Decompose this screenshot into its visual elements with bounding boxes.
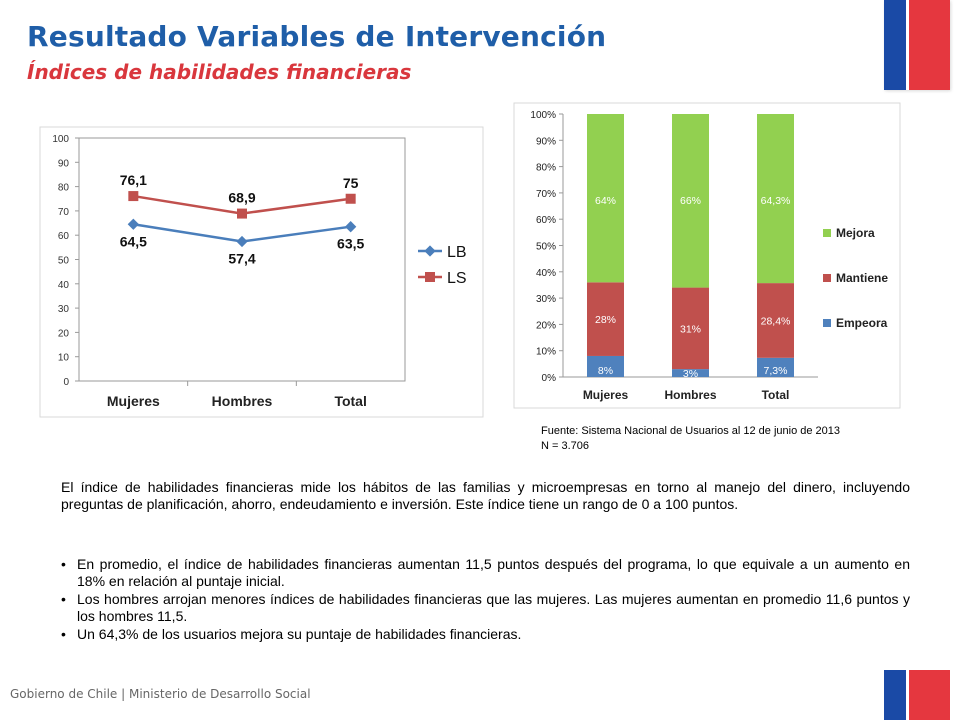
bar-segment-mejora bbox=[587, 114, 624, 283]
data-point-lb bbox=[236, 235, 248, 248]
y-tick-label: 20 bbox=[58, 328, 70, 339]
x-category-label: Total bbox=[762, 388, 790, 402]
legend-label: LS bbox=[447, 270, 467, 287]
description-paragraph: El índice de habilidades financieras mid… bbox=[61, 479, 910, 512]
x-category-label: Mujeres bbox=[107, 393, 160, 409]
data-label-mantiene: 28,4% bbox=[761, 315, 791, 327]
legend-marker-mantiene bbox=[823, 274, 831, 282]
data-label-ls: 75 bbox=[343, 175, 359, 191]
y-tick-label: 60 bbox=[58, 231, 70, 242]
data-label-ls: 68,9 bbox=[228, 190, 255, 206]
x-category-label: Total bbox=[334, 393, 366, 409]
y-tick-label: 50% bbox=[536, 242, 556, 253]
chart-source-note: Fuente: Sistema Nacional de Usuarios al … bbox=[541, 424, 840, 454]
legend-marker-mejora bbox=[823, 229, 831, 237]
page-subtitle: Índices de habilidades financieras bbox=[27, 60, 412, 84]
bar-segment-empeora bbox=[672, 369, 709, 377]
data-point-lb bbox=[345, 221, 357, 233]
y-tick-label: 10 bbox=[58, 353, 70, 364]
y-tick-label: 100 bbox=[52, 134, 69, 145]
data-label-lb: 63,5 bbox=[337, 236, 364, 252]
y-tick-label: 60% bbox=[536, 215, 556, 226]
data-label-mantiene: 28% bbox=[595, 314, 616, 326]
finding-item: Un 64,3% de los usuarios mejora su punta… bbox=[61, 626, 910, 643]
y-tick-label: 70% bbox=[536, 189, 556, 200]
data-label-ls: 76,1 bbox=[120, 172, 147, 188]
sample-size: N = 3.706 bbox=[541, 440, 590, 452]
y-tick-label: 0% bbox=[542, 373, 557, 384]
finding-item: En promedio, el índice de habilidades fi… bbox=[61, 556, 910, 590]
data-label-mejora: 64,3% bbox=[761, 195, 791, 207]
y-tick-label: 100% bbox=[530, 110, 556, 121]
x-category-label: Hombres bbox=[212, 393, 273, 409]
data-label-empeora: 3% bbox=[683, 368, 698, 380]
y-tick-label: 40 bbox=[58, 280, 70, 291]
source-line: Fuente: Sistema Nacional de Usuarios al … bbox=[541, 425, 841, 437]
legend-marker-lb bbox=[424, 245, 436, 257]
y-tick-label: 30 bbox=[58, 304, 70, 315]
finding-item: Los hombres arrojan menores índices de h… bbox=[61, 591, 910, 625]
y-tick-label: 0 bbox=[63, 377, 69, 388]
findings-list: En promedio, el índice de habilidades fi… bbox=[61, 556, 910, 644]
data-point-ls bbox=[237, 208, 247, 219]
footer-text: Gobierno de Chile | Ministerio de Desarr… bbox=[10, 687, 311, 701]
data-label-empeora: 7,3% bbox=[764, 365, 788, 377]
y-tick-label: 90 bbox=[58, 158, 70, 169]
y-tick-label: 20% bbox=[536, 320, 556, 331]
data-label-mejora: 64% bbox=[595, 195, 616, 207]
data-label-empeora: 8% bbox=[598, 365, 613, 377]
y-tick-label: 40% bbox=[536, 268, 556, 279]
data-label-lb: 57,4 bbox=[228, 251, 255, 267]
y-tick-label: 70 bbox=[58, 207, 70, 218]
y-tick-label: 50 bbox=[58, 256, 70, 267]
bar-segment-mantiene bbox=[672, 287, 709, 370]
chile-flag-logo-top bbox=[884, 0, 950, 90]
data-point-lb bbox=[127, 218, 139, 230]
legend-label: Mantiene bbox=[836, 271, 888, 285]
x-category-label: Hombres bbox=[664, 388, 716, 402]
page-title: Resultado Variables de Intervención bbox=[27, 20, 607, 53]
bar-segment-empeora bbox=[757, 357, 794, 377]
chile-flag-logo-bottom bbox=[884, 670, 950, 720]
y-tick-label: 80 bbox=[58, 183, 70, 194]
line-chart-frame bbox=[39, 126, 484, 418]
x-category-label: Mujeres bbox=[583, 388, 629, 402]
y-tick-label: 80% bbox=[536, 163, 556, 174]
y-tick-label: 10% bbox=[536, 347, 556, 358]
legend-label: LB bbox=[447, 244, 467, 261]
bar-chart-frame bbox=[513, 102, 901, 409]
bar-segment-empeora bbox=[587, 355, 624, 377]
y-tick-label: 30% bbox=[536, 294, 556, 305]
legend-label: Empeora bbox=[836, 316, 888, 330]
bar-segment-mejora bbox=[757, 114, 794, 284]
data-label-mejora: 66% bbox=[680, 195, 701, 207]
bar-segment-mantiene bbox=[757, 283, 794, 358]
legend-marker-empeora bbox=[823, 319, 831, 327]
data-label-lb: 64,5 bbox=[120, 233, 147, 249]
bar-segment-mantiene bbox=[587, 282, 624, 356]
y-tick-label: 90% bbox=[536, 136, 556, 147]
data-point-ls bbox=[345, 193, 356, 204]
data-point-ls bbox=[128, 191, 139, 202]
data-label-mantiene: 31% bbox=[680, 323, 701, 335]
bar-segment-mejora bbox=[672, 114, 709, 288]
legend-label: Mejora bbox=[836, 226, 875, 240]
legend-marker-ls bbox=[425, 272, 435, 282]
